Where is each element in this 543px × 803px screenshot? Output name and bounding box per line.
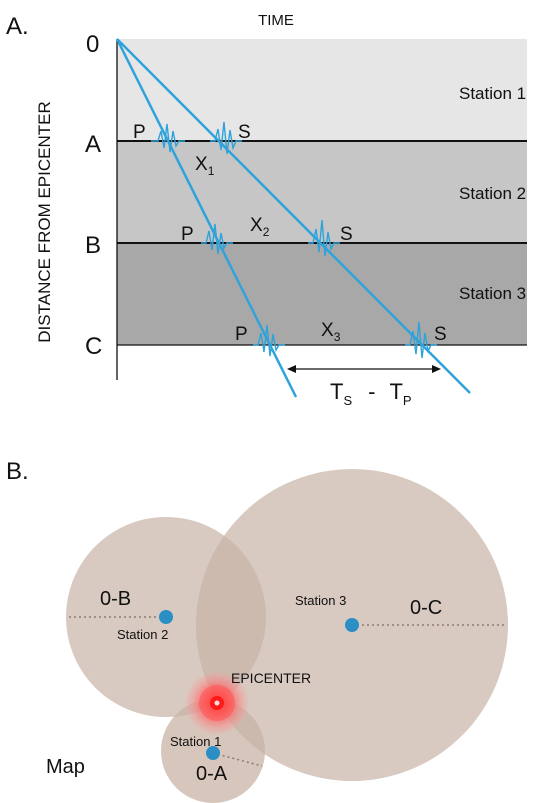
distance-mark-b: B bbox=[85, 232, 101, 259]
radius-label-0-c: 0-C bbox=[410, 597, 442, 619]
radius-label-0-a: 0-A bbox=[196, 763, 228, 785]
station-1-band-label: Station 1 bbox=[459, 84, 526, 103]
arrowhead-right bbox=[432, 365, 441, 373]
x3-label: X3 bbox=[321, 320, 341, 344]
p-arrival-label-2: P bbox=[181, 224, 194, 245]
p-wave-seismogram-3 bbox=[253, 324, 285, 357]
station-2-band-label: Station 2 bbox=[459, 184, 526, 203]
s-wave-seismogram-1 bbox=[210, 121, 242, 155]
ts-tp-label: TS - TP bbox=[330, 379, 412, 408]
distance-mark-c: C bbox=[85, 333, 102, 360]
panel-b-label: B. bbox=[6, 458, 29, 485]
time-axis-label: TIME bbox=[258, 12, 294, 29]
station-2-label: Station 2 bbox=[117, 627, 168, 642]
epicenter-label: EPICENTER bbox=[231, 670, 311, 686]
panel-a-label: A. bbox=[6, 13, 29, 40]
station-1-band bbox=[117, 39, 527, 141]
station-2-marker bbox=[159, 610, 173, 624]
s-wave-seismogram-3 bbox=[405, 321, 437, 359]
station-3-marker bbox=[345, 618, 359, 632]
station-1-label: Station 1 bbox=[170, 734, 221, 749]
distance-mark-0: 0 bbox=[86, 31, 99, 58]
s-wave-line bbox=[116, 38, 471, 394]
station-3-label: Station 3 bbox=[295, 593, 346, 608]
distance-axis-label: DISTANCE FROM EPICENTER bbox=[35, 101, 54, 342]
p-wave-seismogram-2 bbox=[201, 223, 233, 255]
x2-label: X2 bbox=[250, 215, 270, 239]
station-3-band-label: Station 3 bbox=[459, 284, 526, 303]
s-wave-seismogram-2 bbox=[308, 219, 340, 257]
s-arrival-label-1: S bbox=[238, 122, 251, 143]
x1-label: X1 bbox=[195, 154, 215, 178]
radius-label-0-b: 0-B bbox=[100, 588, 131, 610]
p-arrival-label-1: P bbox=[133, 122, 146, 143]
epicenter-center-dot bbox=[214, 700, 220, 706]
station-1-marker bbox=[206, 746, 220, 760]
p-arrival-label-3: P bbox=[235, 324, 248, 345]
radius-line-0-a bbox=[212, 752, 263, 767]
p-wave-seismogram-1 bbox=[151, 123, 185, 153]
distance-mark-a: A bbox=[85, 131, 101, 158]
arrowhead-left bbox=[287, 365, 296, 373]
map-label: Map bbox=[46, 756, 85, 778]
s-arrival-label-3: S bbox=[434, 324, 447, 345]
s-arrival-label-2: S bbox=[340, 224, 353, 245]
station-3-band bbox=[117, 243, 527, 345]
